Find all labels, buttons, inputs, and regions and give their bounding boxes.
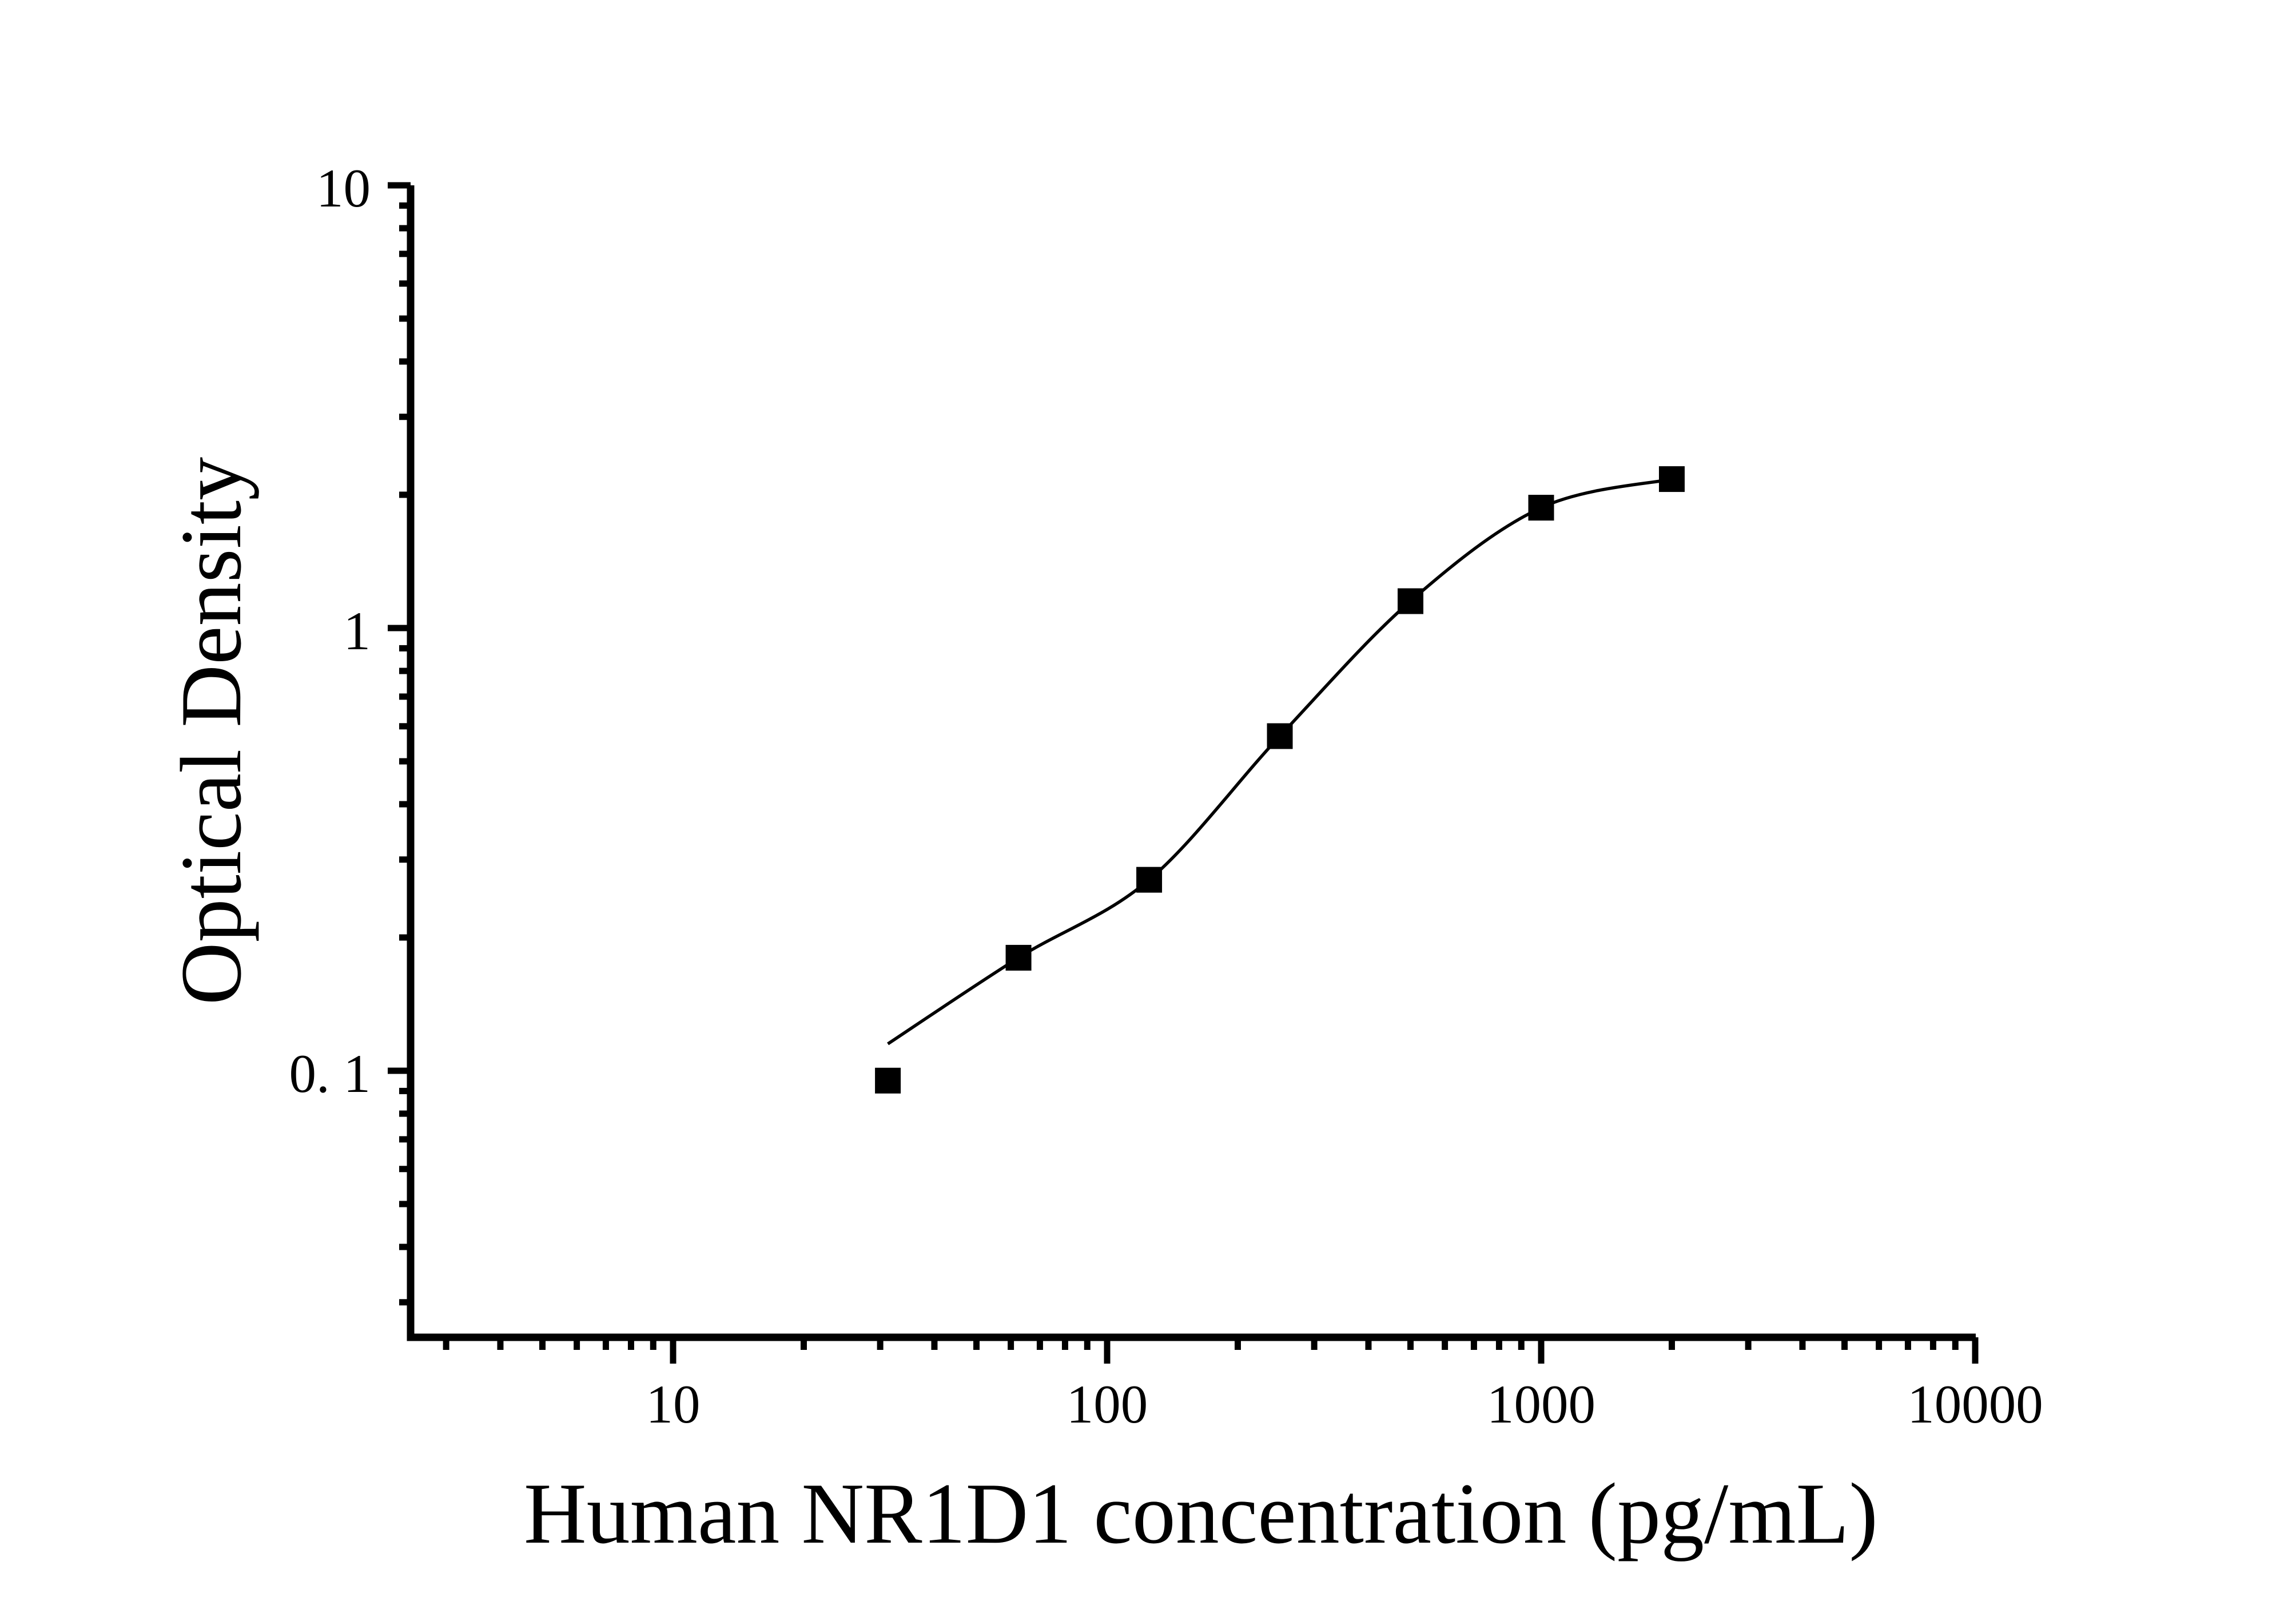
fit-curve bbox=[887, 477, 1673, 1046]
x-tick-label: 10 bbox=[646, 1374, 701, 1435]
y-tick-label: 10 bbox=[316, 158, 371, 218]
data-layer bbox=[875, 466, 1685, 1094]
y-tick-label: 1 bbox=[344, 601, 371, 661]
x-tick-label: 10000 bbox=[1907, 1374, 2043, 1435]
data-point-marker bbox=[1528, 495, 1554, 521]
data-points bbox=[875, 466, 1685, 1094]
x-tick-label: 1000 bbox=[1487, 1374, 1595, 1435]
data-point-marker bbox=[1398, 588, 1424, 614]
x-axis-tick-labels: 10 100 1000 10000 bbox=[646, 1374, 2043, 1435]
data-point-marker bbox=[1658, 466, 1685, 492]
y-axis-title: Optical Density bbox=[163, 457, 259, 1005]
x-tick-label: 100 bbox=[1067, 1374, 1148, 1435]
data-point-marker bbox=[1005, 944, 1032, 971]
data-point-marker bbox=[875, 1067, 901, 1094]
y-tick-label: 0. 1 bbox=[289, 1043, 371, 1104]
y-axis-tick-labels: 10 1 0. 1 bbox=[289, 158, 371, 1104]
data-point-marker bbox=[1136, 867, 1163, 893]
x-axis-ticks bbox=[443, 1337, 1979, 1364]
data-point-marker bbox=[1267, 723, 1293, 749]
y-axis-ticks bbox=[388, 182, 411, 1306]
plot-axes: 10 100 1000 10000 10 1 0. 1 bbox=[289, 158, 2043, 1435]
x-axis-title: Human NR1D1 concentration (pg/mL) bbox=[524, 1465, 1878, 1562]
